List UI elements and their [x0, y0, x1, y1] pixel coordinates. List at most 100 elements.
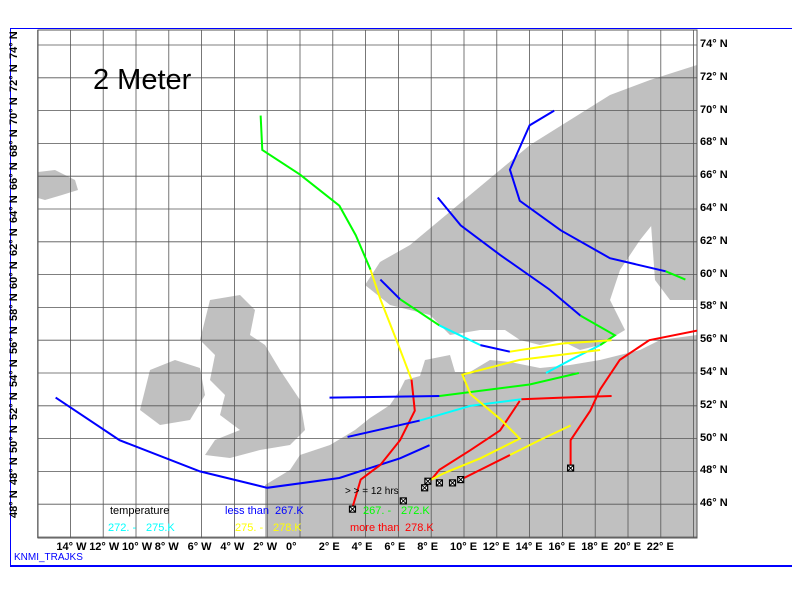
trajectory-segment — [427, 349, 601, 483]
start-marker — [421, 484, 429, 492]
land-scandinavia — [365, 65, 697, 350]
land-finland — [650, 195, 697, 300]
trajectory-segment — [369, 269, 413, 380]
lat-label-left: 54° N — [8, 359, 20, 387]
lat-label-right: 62° N — [700, 234, 728, 247]
lat-label-right: 56° N — [700, 333, 728, 346]
start-marker — [457, 476, 465, 484]
lat-label-left: 48° N — [8, 457, 20, 486]
lon-label: 16° E — [548, 541, 576, 553]
legend-yellow-value: 278.K — [273, 522, 302, 534]
lon-label: 8° W — [154, 541, 179, 553]
lon-label: 14° W — [56, 541, 87, 553]
lat-label-left: 74° N — [8, 31, 20, 59]
lat-label-right: 50° N — [700, 431, 728, 444]
trajectory-segment — [379, 278, 401, 300]
start-marker — [424, 477, 432, 485]
lat-label-left: 66° N — [8, 162, 20, 191]
trajectory-segment — [419, 398, 522, 422]
lon-label: 6° W — [187, 541, 212, 553]
legend-heading: temperature — [110, 505, 170, 517]
graticule — [37, 30, 697, 538]
lon-label: 22° E — [646, 541, 674, 553]
legend-cyan-value: 275.K — [146, 522, 175, 534]
trajectory-segment — [399, 298, 440, 327]
lat-label-right: 72° N — [700, 70, 728, 83]
lat-label-left: 64° N — [8, 195, 20, 223]
legend-blue-label: less than — [225, 505, 270, 517]
legend-blue-value: 267.K — [275, 505, 304, 517]
legend-cyan-label: 272. - — [108, 522, 137, 534]
lon-label: 0° — [286, 541, 297, 553]
legend-green-label: 267. - — [363, 505, 392, 517]
legend-green-value: 272.K — [401, 505, 430, 517]
trajectory-segment — [569, 329, 697, 469]
lon-label: 2° E — [318, 541, 340, 553]
lon-label: 6° E — [384, 541, 406, 553]
start-marker — [448, 479, 457, 487]
lat-label-left: 56° N — [8, 326, 20, 355]
lat-label-left: 48° N — [8, 490, 20, 519]
lon-label: 8° E — [417, 541, 439, 553]
lat-label-left: 70° N — [8, 96, 20, 125]
lat-label-right: 48° N — [700, 464, 728, 477]
start-marker — [399, 497, 407, 505]
lon-label: 4° W — [220, 541, 245, 553]
map-frame — [10, 28, 792, 567]
trajectory-segment — [509, 339, 612, 353]
lat-label-right: 68° N — [700, 136, 728, 149]
lat-label-left: 62° N — [8, 228, 20, 256]
trajectories — [55, 109, 697, 513]
interval-note: > > = 12 hrs — [345, 486, 399, 497]
trajectory-segment — [259, 115, 372, 271]
land-great-britain — [200, 295, 305, 458]
lat-label-left: 72° N — [8, 64, 20, 92]
trajectory-segment — [351, 379, 416, 508]
trajectory-segment — [460, 454, 511, 481]
land-continent — [265, 335, 697, 538]
lon-label: 12° E — [482, 541, 510, 553]
land-iceland — [38, 170, 78, 200]
start-marker — [566, 464, 575, 472]
trajectory-segment — [55, 396, 430, 489]
lon-label: 10° W — [122, 541, 153, 553]
lon-label: 18° E — [581, 541, 609, 553]
lon-label: 12° W — [89, 541, 120, 553]
legend-red-label: more than — [350, 522, 400, 534]
footer-label: KNMI_TRAJKS — [14, 552, 83, 563]
lat-label-right: 46° N — [700, 497, 728, 510]
lat-label-right: 74° N — [700, 38, 728, 50]
trajectory-segment — [665, 270, 686, 281]
lat-label-right: 52° N — [700, 398, 728, 411]
trajectory-segment — [509, 424, 572, 456]
lon-label: 4° E — [351, 541, 373, 553]
lon-label: 2° W — [253, 541, 278, 553]
start-marker — [435, 479, 443, 487]
trajectory-segment — [436, 196, 582, 317]
trajectory-segment — [545, 344, 601, 374]
lat-label-left: 60° N — [8, 260, 20, 289]
lat-label-left: 52° N — [8, 392, 20, 420]
lat-label-right: 60° N — [700, 267, 728, 280]
lat-label-right: 54° N — [700, 366, 728, 378]
lat-label-right: 66° N — [700, 169, 728, 182]
land-layer — [38, 65, 697, 538]
lat-label-right: 58° N — [700, 300, 728, 313]
trajectory-segment — [438, 324, 481, 347]
lat-label-right: 70° N — [700, 103, 728, 116]
lat-label-left: 68° N — [8, 129, 20, 158]
trajectory-segment — [508, 109, 666, 273]
legend-red-value: 278.K — [405, 522, 434, 534]
legend-yellow-label: 275. - — [235, 522, 264, 534]
lat-label-left: 50° N — [8, 424, 20, 453]
lat-label-left: 58° N — [8, 293, 20, 322]
trajectory-segment — [480, 344, 511, 353]
lat-label-right: 64° N — [700, 202, 728, 214]
trajectory-segment — [347, 419, 420, 438]
land-ireland — [140, 360, 205, 425]
lon-label: 10° E — [450, 541, 478, 553]
map-border — [37, 29, 698, 539]
lon-label: 14° E — [515, 541, 543, 553]
trajectory-segment — [579, 314, 617, 346]
